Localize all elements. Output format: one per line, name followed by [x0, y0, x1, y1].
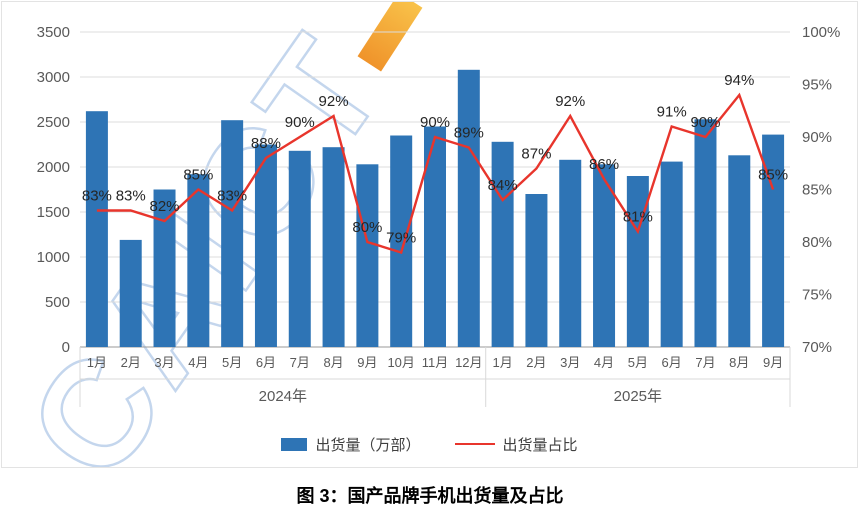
- legend-item-shipments[interactable]: 出货量（万部）: [281, 434, 421, 455]
- bar[interactable]: [593, 164, 616, 347]
- x-axis-month-label: 3月: [560, 355, 580, 370]
- y-axis-right-tick: 100%: [802, 24, 840, 41]
- bar[interactable]: [85, 111, 108, 347]
- x-axis-month-label: 2月: [526, 355, 546, 370]
- y-axis-right-tick: 70%: [802, 339, 832, 356]
- x-axis-month-label: 5月: [222, 355, 242, 370]
- x-axis-year-label: 2025年: [614, 388, 662, 405]
- y-axis-left-tick: 2500: [37, 114, 70, 131]
- legend-line-label: 出货量占比: [502, 436, 578, 454]
- bar[interactable]: [254, 144, 277, 348]
- line-point-label: 88%: [251, 135, 281, 152]
- y-axis-left-tick: 1500: [37, 204, 70, 221]
- bar[interactable]: [390, 135, 413, 348]
- y-axis-right-tick: 75%: [802, 287, 832, 304]
- line-point-label: 85%: [758, 167, 788, 184]
- bar[interactable]: [626, 176, 649, 347]
- line-point-label: 83%: [116, 188, 146, 205]
- x-axis-month-label: 1月: [87, 355, 107, 370]
- line-point-label: 90%: [690, 114, 720, 131]
- bar[interactable]: [356, 164, 379, 347]
- x-axis-month-label: 1月: [493, 355, 513, 370]
- line-point-label: 81%: [623, 209, 653, 226]
- bar[interactable]: [424, 126, 446, 348]
- y-axis-left-tick: 3000: [37, 69, 70, 86]
- bar[interactable]: [288, 150, 311, 347]
- y-axis-right-tick: 80%: [802, 234, 832, 251]
- bar[interactable]: [762, 134, 785, 347]
- y-axis-right-tick: 90%: [802, 129, 832, 146]
- x-axis-month-label: 7月: [695, 355, 715, 370]
- x-axis-month-label: 9月: [357, 355, 377, 370]
- legend-bar-label: 出货量（万部）: [315, 436, 421, 454]
- y-axis-right-tick: 85%: [802, 182, 832, 199]
- y-axis-left-tick: 3500: [37, 24, 70, 41]
- bar[interactable]: [694, 119, 717, 347]
- line-point-label: 79%: [386, 230, 416, 247]
- bar[interactable]: [119, 239, 142, 347]
- line-point-label: 92%: [555, 93, 585, 110]
- x-axis-month-label: 11月: [422, 355, 449, 370]
- x-axis-month-label: 9月: [763, 355, 783, 370]
- chart-svg: 0 500 1000 1500 2000 2500 3000 3500 70% 75% 80% 85%…: [37, 24, 840, 407]
- x-axis-month-label: 6月: [662, 355, 682, 370]
- line-point-label: 83%: [217, 188, 247, 205]
- y-axis-left-tick: 2000: [37, 159, 70, 176]
- x-axis-month-label: 12月: [455, 355, 482, 370]
- x-axis-month-label: 6月: [256, 355, 276, 370]
- x-axis-month-label: 8月: [729, 355, 749, 370]
- line-point-label: 85%: [183, 167, 213, 184]
- line-point-label: 94%: [724, 72, 754, 89]
- line-point-label: 92%: [319, 93, 349, 110]
- line-point-label: 90%: [285, 114, 315, 131]
- line-point-label: 86%: [589, 156, 619, 173]
- line-point-label: 82%: [150, 198, 180, 215]
- x-axis-month-label: 5月: [628, 355, 648, 370]
- line-swatch-icon: [454, 443, 495, 445]
- x-axis-month-label: 4月: [188, 355, 208, 370]
- x-axis-month-label: 7月: [290, 355, 310, 370]
- y-axis-left-tick: 500: [45, 294, 70, 311]
- x-axis-month-label: 2月: [121, 355, 141, 370]
- bar[interactable]: [322, 147, 345, 347]
- line-point-label: 83%: [82, 188, 112, 205]
- x-axis-year-label: 2024年: [259, 388, 307, 405]
- line-point-label: 80%: [352, 219, 382, 236]
- y-axis-left-tick: 1000: [37, 249, 70, 266]
- bar[interactable]: [187, 174, 210, 347]
- line-point-label: 87%: [521, 146, 551, 163]
- y-axis-right-tick: 95%: [802, 77, 832, 94]
- bar[interactable]: [559, 159, 582, 347]
- line-point-label: 84%: [488, 177, 518, 194]
- x-axis-month-label: 4月: [594, 355, 614, 370]
- legend: 出货量（万部） 出货量占比: [2, 430, 857, 458]
- figure-title: 图 3：国产品牌手机出货量及占比: [296, 486, 564, 506]
- x-axis-month-label: 8月: [323, 355, 343, 370]
- line-point-label: 90%: [420, 114, 450, 131]
- x-axis-month-label: 3月: [154, 355, 174, 370]
- bar[interactable]: [491, 141, 514, 347]
- x-axis-month-label: 10月: [387, 355, 414, 370]
- legend-item-share[interactable]: 出货量占比: [454, 434, 578, 455]
- bar[interactable]: [221, 120, 244, 347]
- line-point-label: 89%: [454, 125, 484, 142]
- bar[interactable]: [457, 69, 480, 348]
- line-series: [96, 92, 775, 255]
- bar[interactable]: [153, 189, 176, 348]
- bar[interactable]: [660, 161, 683, 347]
- bar[interactable]: [728, 155, 751, 347]
- y-axis-left-tick: 0: [62, 339, 70, 356]
- line-point-label: 91%: [657, 104, 687, 121]
- bar[interactable]: [525, 194, 548, 347]
- bar-swatch-icon: [281, 437, 308, 451]
- chart-card: CAICT 0 500 1000 1500 2000 2500 3000 3500 70% 75%…: [1, 1, 858, 468]
